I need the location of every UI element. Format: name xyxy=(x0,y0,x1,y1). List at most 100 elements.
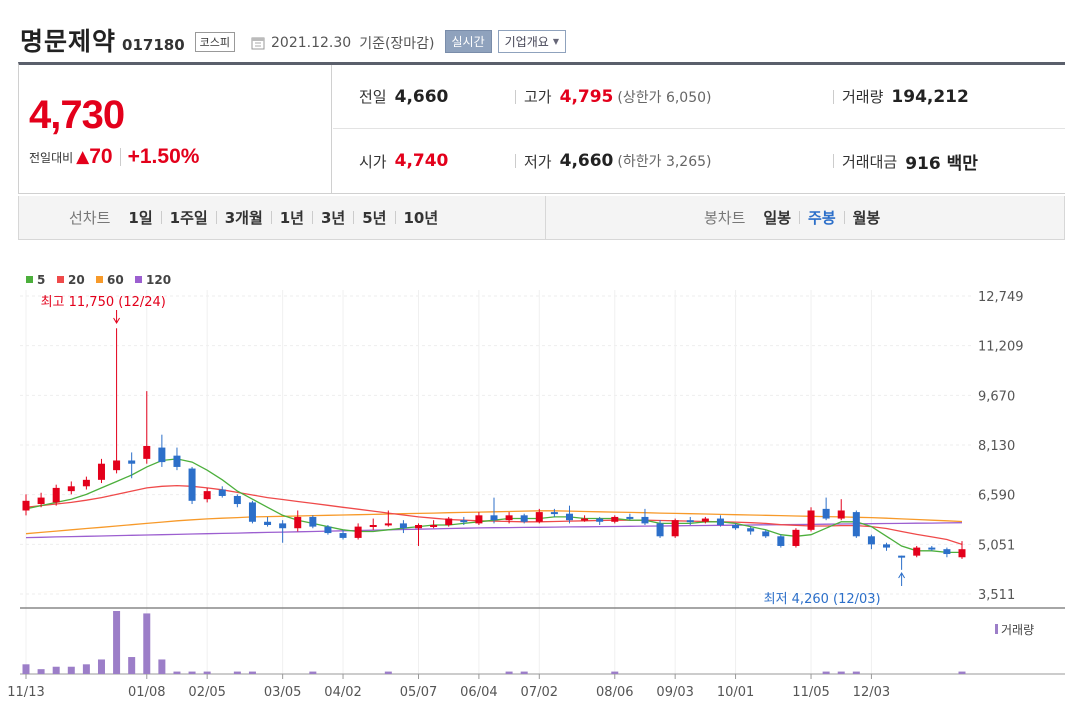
candle-body xyxy=(777,536,785,546)
candle-body xyxy=(837,510,845,519)
candle-body xyxy=(279,523,287,529)
candle xyxy=(701,516,709,524)
candle-body xyxy=(686,520,694,523)
price-change: 전일대비 ▲ 70 +1.50% xyxy=(29,145,199,169)
candle xyxy=(339,529,347,540)
x-tick-label: 04/02 xyxy=(324,685,361,700)
candle-chart-title: 봉차트 xyxy=(704,209,746,227)
stat-value: 194,212 xyxy=(891,86,969,107)
tab-daily[interactable]: 일봉 xyxy=(763,209,792,227)
stat-label: 거래대금 xyxy=(842,152,898,171)
candle xyxy=(384,510,392,527)
stats-row-1: 전일 4,660 고가 4,795 (상한가 6,050) 거래량 194,21… xyxy=(333,65,1065,129)
divider xyxy=(215,211,217,224)
tab-monthly[interactable]: 월봉 xyxy=(852,209,881,227)
legend-swatch xyxy=(57,276,64,283)
volume-bar xyxy=(958,671,966,674)
candle-body xyxy=(475,515,483,524)
tab-3year[interactable]: 3년 xyxy=(321,209,346,227)
candle xyxy=(656,520,664,538)
candle-body xyxy=(490,515,498,521)
tab-1day[interactable]: 1일 xyxy=(128,209,153,227)
candle xyxy=(82,476,90,490)
candle xyxy=(641,508,649,525)
tab-3month[interactable]: 3개월 xyxy=(224,209,263,227)
y-tick-label: 6,590 xyxy=(978,489,1015,504)
candle xyxy=(792,528,800,548)
candle-body xyxy=(52,487,60,503)
stat-prev-close: 전일 4,660 xyxy=(359,87,448,107)
volume-bar xyxy=(309,671,317,674)
divider xyxy=(833,154,834,168)
volume-bar xyxy=(52,666,60,674)
tab-weekly[interactable]: 주봉 xyxy=(808,209,836,227)
x-tick-label: 07/02 xyxy=(521,685,558,700)
candle-body xyxy=(943,549,951,555)
volume-bar xyxy=(97,659,105,674)
candle xyxy=(430,520,438,529)
volume-bar xyxy=(158,659,166,674)
y-tick-label: 9,670 xyxy=(978,389,1015,404)
candle xyxy=(762,529,770,538)
high-arrow-head xyxy=(113,317,121,324)
low-arrow-head xyxy=(898,572,906,579)
current-price-box: 4,730 전일대비 ▲ 70 +1.50% xyxy=(19,65,332,194)
candle-body xyxy=(445,518,453,525)
candle-body xyxy=(641,516,649,524)
volume-bar xyxy=(37,669,45,674)
stat-low: 저가 4,660 (하한가 3,265) xyxy=(515,151,711,171)
x-tick-label: 09/03 xyxy=(656,685,693,700)
x-tick-label: 11/05 xyxy=(792,685,829,700)
candle-body xyxy=(399,523,407,529)
x-tick-label: 01/08 xyxy=(128,685,165,700)
x-axis: 11/13 01/08 02/05 03/05 04/02 05/07 06/04 07/02… xyxy=(7,674,890,700)
candle-body xyxy=(354,526,362,538)
tab-1week[interactable]: 1주일 xyxy=(169,209,208,227)
y-tick-label: 5,051 xyxy=(978,538,1015,553)
lower-limit: (하한가 3,265) xyxy=(617,154,712,170)
candle xyxy=(822,497,830,521)
tab-1year[interactable]: 1년 xyxy=(279,209,304,227)
volume-bar xyxy=(233,671,241,674)
candle xyxy=(113,328,121,474)
candle xyxy=(188,466,196,505)
stat-label: 시가 xyxy=(359,152,387,171)
candle-body xyxy=(158,447,166,463)
candle-body xyxy=(898,555,906,558)
candle-body xyxy=(716,518,724,525)
legend-label: 120 xyxy=(146,273,171,287)
tab-10year[interactable]: 10년 xyxy=(403,209,439,227)
candle-body xyxy=(460,520,468,523)
candle-body xyxy=(233,495,241,505)
candle-body xyxy=(188,468,196,501)
candle-body xyxy=(913,547,921,556)
x-tick-label: 05/07 xyxy=(400,685,437,700)
stock-chart[interactable]: 5 20 60 120 12,749 11,209 9,670 8,130 6,590 5,05… xyxy=(0,262,1065,707)
candle-body xyxy=(430,525,438,527)
stat-high: 고가 4,795 (상한가 6,050) xyxy=(515,87,711,107)
price-panel: 4,730 전일대비 ▲ 70 +1.50% 전일 4,660 고가 4,795… xyxy=(18,62,1065,194)
candle xyxy=(399,520,407,534)
candle-body xyxy=(339,533,347,538)
candle xyxy=(294,510,302,532)
company-overview-dropdown[interactable]: 기업개요 ▼ xyxy=(497,30,566,53)
realtime-button[interactable]: 실시간 xyxy=(444,30,492,53)
candle xyxy=(143,391,151,464)
base-date-note: 기준(장마감) xyxy=(359,36,435,52)
candle-body xyxy=(867,536,875,545)
chart-grid xyxy=(20,290,1065,675)
line-chart-tabs: 선차트 1일 1주일 3개월 1년 3년 5년 10년 xyxy=(69,196,446,239)
candle xyxy=(747,526,755,535)
x-tick-label: 10/01 xyxy=(717,685,754,700)
x-tick-label: 08/06 xyxy=(596,685,633,700)
price-stats: 전일 4,660 고가 4,795 (상한가 6,050) 거래량 194,21… xyxy=(333,65,1065,194)
candle xyxy=(218,486,226,498)
candle-body xyxy=(626,516,634,519)
candle-body xyxy=(747,528,755,532)
candle xyxy=(354,523,362,540)
divider xyxy=(160,211,162,224)
tab-5year[interactable]: 5년 xyxy=(362,209,387,227)
y-tick-label: 3,511 xyxy=(978,588,1015,603)
stat-label: 고가 xyxy=(524,88,552,106)
candle xyxy=(22,494,30,516)
